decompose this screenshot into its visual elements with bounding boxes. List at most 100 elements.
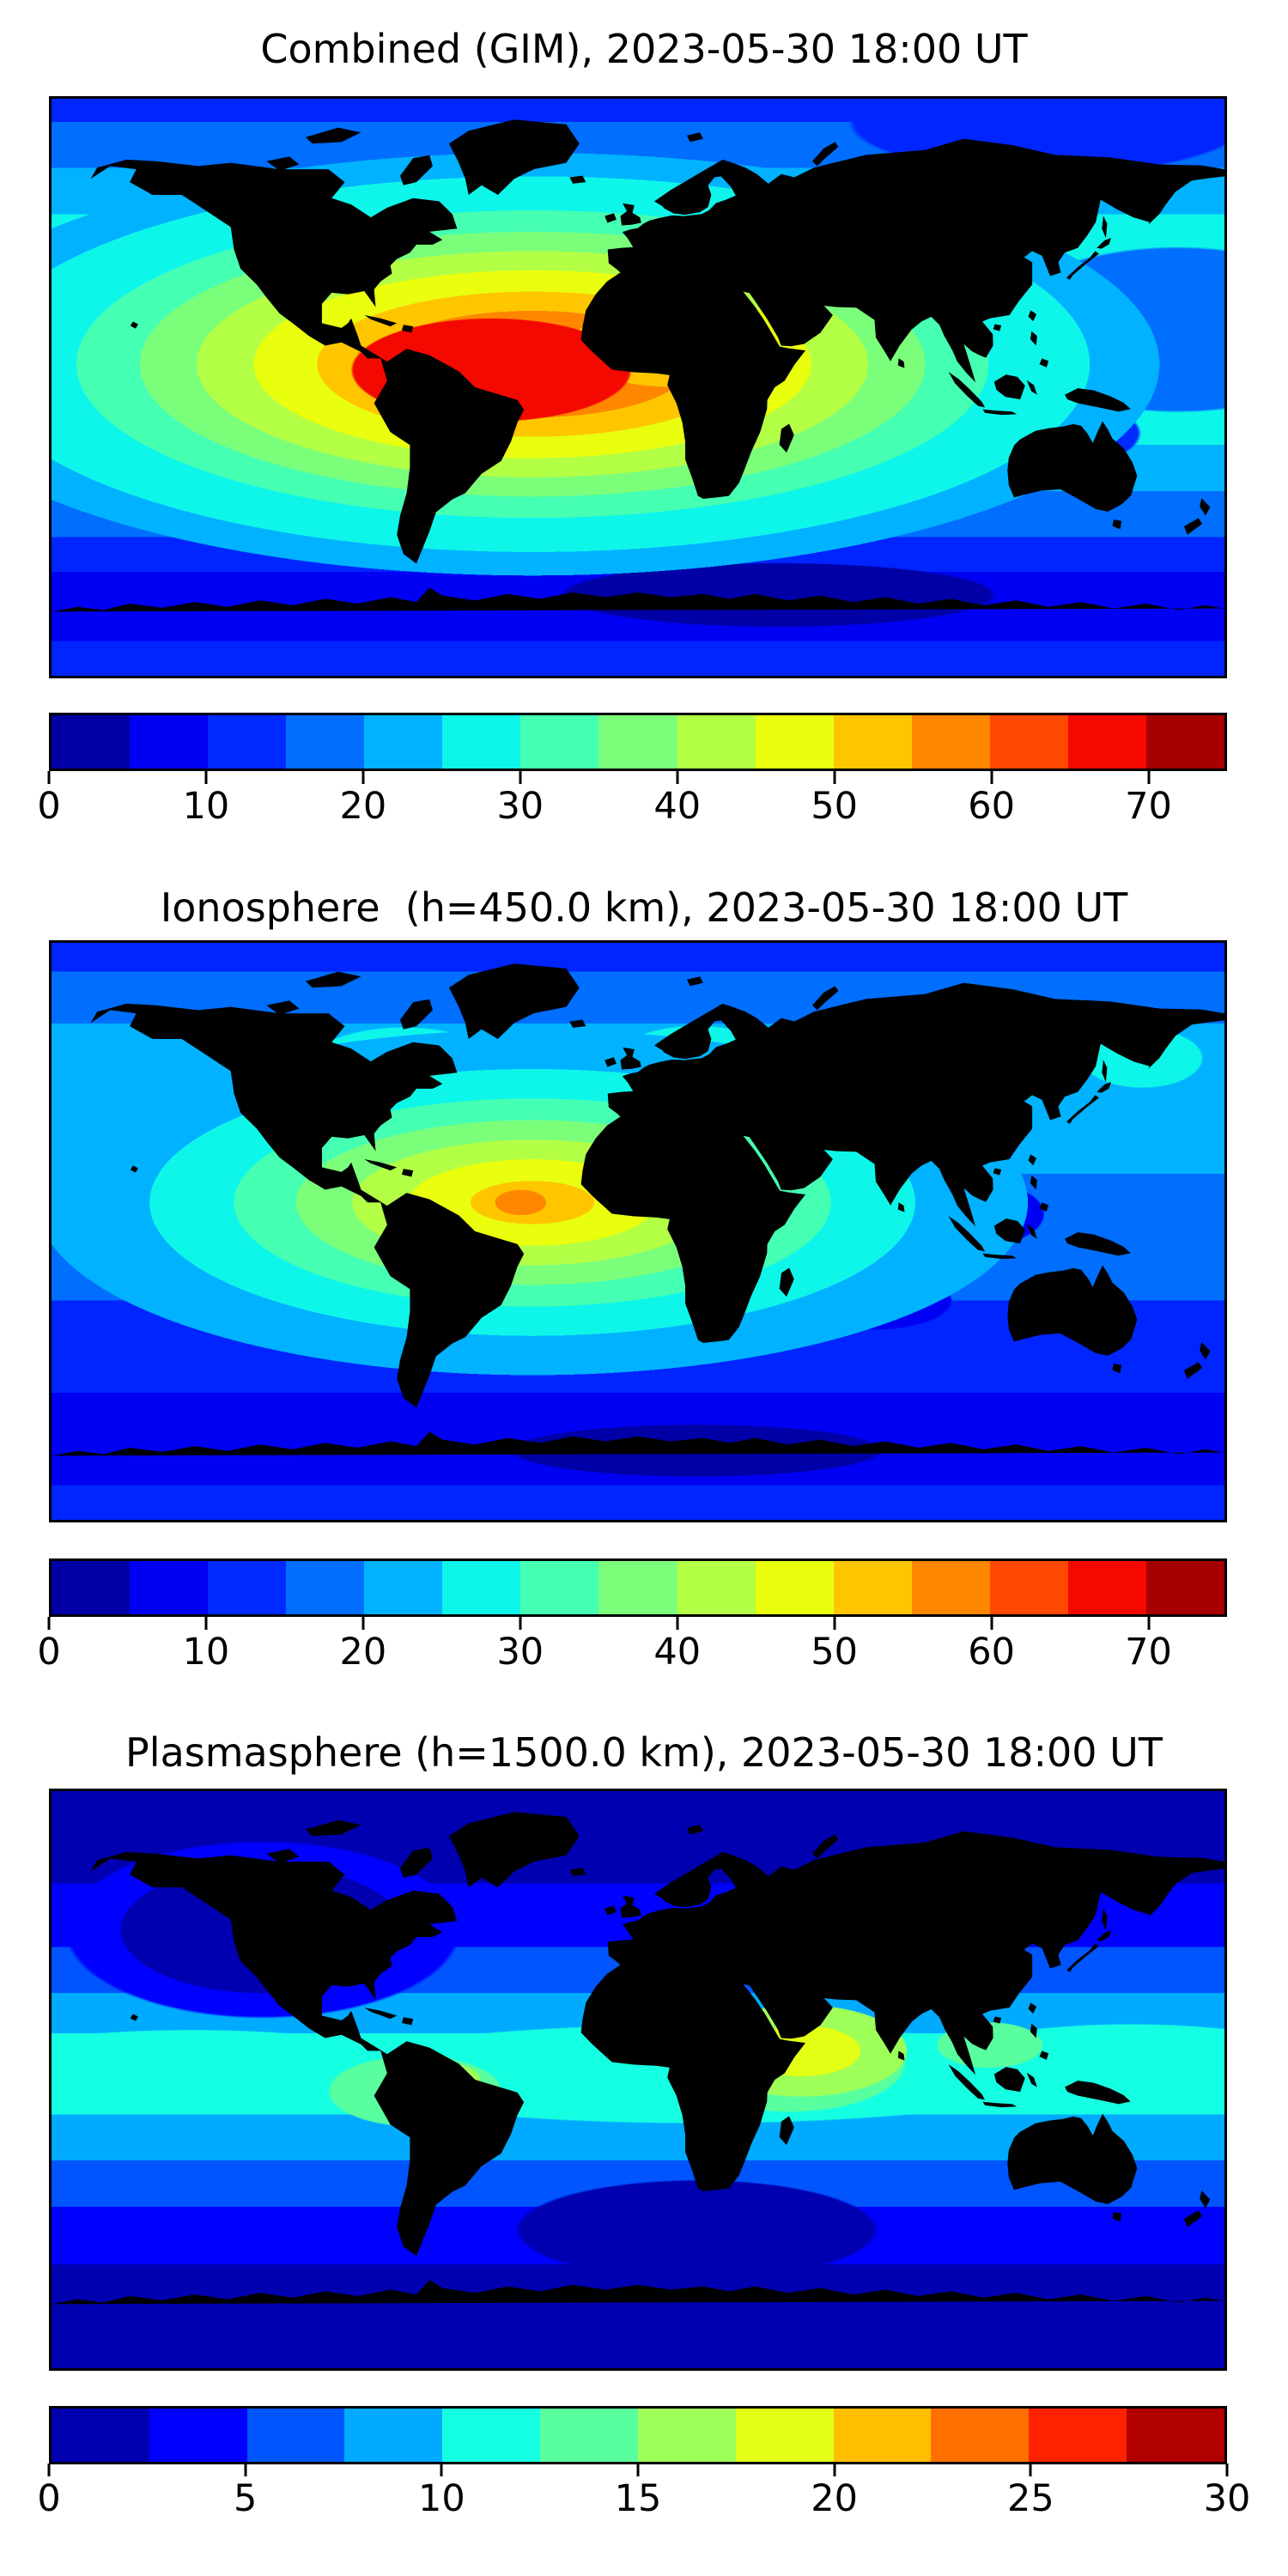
colorbar-segment xyxy=(1067,1561,1146,1614)
colorbar-tick-label: 30 xyxy=(496,1631,544,1674)
coastlines-overlay xyxy=(52,963,1224,1456)
colorbar-segment xyxy=(677,1561,756,1614)
colorbar-tick-label: 50 xyxy=(811,785,859,828)
colorbar-tick-label: 10 xyxy=(182,785,230,828)
colorbar-tick xyxy=(47,1617,51,1630)
colorbar-segment xyxy=(1145,715,1224,769)
colorbar-segment xyxy=(442,715,521,769)
colorbar-segment xyxy=(246,2409,345,2462)
colorbar-tick xyxy=(361,1617,365,1630)
colorbar-tick xyxy=(990,1617,993,1630)
colorbar-tick-label: 30 xyxy=(1203,2477,1251,2520)
colorbar-tick xyxy=(519,771,522,784)
colorbar-segment xyxy=(677,715,756,769)
panel-1-title: Combined (GIM), 2023-05-30 18:00 UT xyxy=(260,26,1028,72)
colorbar-tick-label: 20 xyxy=(339,1631,387,1674)
colorbar-segment xyxy=(520,1561,599,1614)
colorbar-segment xyxy=(130,715,209,769)
panel-2-title: Ionosphere (h=450.0 km), 2023-05-30 18:0… xyxy=(160,884,1128,931)
coastlines-overlay xyxy=(52,1812,1224,2305)
colorbar-segment xyxy=(286,1561,365,1614)
colorbar-segment xyxy=(52,1561,131,1614)
colorbar-tick xyxy=(204,771,208,784)
colorbar-segment xyxy=(52,2409,149,2462)
panel-3-title: Plasmasphere (h=1500.0 km), 2023-05-30 1… xyxy=(125,1729,1163,1776)
colorbar-tick xyxy=(361,771,365,784)
colorbar-tick-label: 60 xyxy=(968,785,1015,828)
colorbar-tick xyxy=(833,771,836,784)
colorbar-segment xyxy=(208,715,287,769)
colorbar-segment xyxy=(598,1561,677,1614)
combined-gim-map xyxy=(49,96,1227,678)
colorbar-tick xyxy=(244,2464,247,2476)
colorbar-tick-label: 40 xyxy=(653,1631,702,1674)
colorbar-tick-label: 25 xyxy=(1006,2477,1054,2520)
colorbar-segment xyxy=(130,1561,209,1614)
colorbar-segment xyxy=(1145,1561,1224,1614)
colorbar-segment xyxy=(442,2409,541,2462)
colorbar-segment xyxy=(1029,2409,1127,2462)
colorbar-segment xyxy=(989,715,1068,769)
colorbar-tick xyxy=(1029,2464,1032,2476)
colorbar-segment xyxy=(364,715,443,769)
colorbar-segment xyxy=(598,715,677,769)
plasmasphere-colorbar xyxy=(49,2406,1227,2464)
colorbar-tick-label: 40 xyxy=(653,785,702,828)
colorbar-tick xyxy=(1147,771,1151,784)
colorbar-tick xyxy=(676,1617,679,1630)
colorbar-segment xyxy=(442,1561,521,1614)
colorbar-tick-label: 0 xyxy=(37,785,61,828)
colorbar-segment xyxy=(540,2409,638,2462)
combined-colorbar-ticks: 0 10 20 30 40 50 60 70 xyxy=(37,771,1227,840)
colorbar-tick-label: 70 xyxy=(1125,1631,1172,1674)
combined-colorbar xyxy=(49,713,1227,771)
colorbar-segment xyxy=(149,2409,247,2462)
colorbar-segment xyxy=(931,2409,1030,2462)
plasmasphere-colorbar-ticks: 0 5 10 15 20 25 30 xyxy=(37,2464,1250,2532)
colorbar-tick-label: 30 xyxy=(496,785,544,828)
colorbar-tick-label: 20 xyxy=(339,785,387,828)
colorbar-tick xyxy=(47,2464,51,2476)
colorbar-tick xyxy=(519,1617,522,1630)
colorbar-segment xyxy=(1127,2409,1224,2462)
colorbar-tick-label: 0 xyxy=(37,2477,61,2520)
colorbar-tick-label: 60 xyxy=(968,1631,1015,1674)
colorbar-segment xyxy=(911,715,990,769)
colorbar-tick xyxy=(1225,2464,1229,2476)
colorbar-segment xyxy=(833,2409,932,2462)
colorbar-tick xyxy=(1147,1617,1151,1630)
colorbar-tick-label: 10 xyxy=(182,1631,230,1674)
colorbar-segment xyxy=(911,1561,990,1614)
colorbar-segment xyxy=(833,1561,912,1614)
colorbar-tick-label: 5 xyxy=(233,2477,258,2520)
colorbar-tick xyxy=(47,771,51,784)
ionosphere-colorbar-ticks: 0 10 20 30 40 50 60 70 xyxy=(37,1617,1227,1686)
colorbar-tick xyxy=(636,2464,640,2476)
colorbar-segment xyxy=(735,2409,834,2462)
ionosphere-map xyxy=(49,940,1227,1522)
colorbar-tick-label: 50 xyxy=(811,1631,859,1674)
colorbar-tick xyxy=(990,771,993,784)
colorbar-segment xyxy=(208,1561,287,1614)
colorbar-segment xyxy=(833,715,912,769)
colorbar-segment xyxy=(989,1561,1068,1614)
colorbar-segment xyxy=(637,2409,736,2462)
colorbar-tick-label: 20 xyxy=(811,2477,859,2520)
colorbar-segment xyxy=(52,715,131,769)
colorbar-tick xyxy=(676,771,679,784)
colorbar-tick xyxy=(833,2464,836,2476)
ionosphere-colorbar xyxy=(49,1558,1227,1617)
colorbar-segment xyxy=(520,715,599,769)
colorbar-segment xyxy=(1067,715,1146,769)
colorbar-tick xyxy=(833,1617,836,1630)
colorbar-tick-label: 70 xyxy=(1125,785,1172,828)
colorbar-segment xyxy=(286,715,365,769)
colorbar-tick xyxy=(440,2464,443,2476)
colorbar-segment xyxy=(755,715,834,769)
plasmasphere-map xyxy=(49,1789,1227,2371)
colorbar-segment xyxy=(364,1561,443,1614)
colorbar-segment xyxy=(344,2409,443,2462)
colorbar-tick-label: 15 xyxy=(614,2477,662,2520)
colorbar-tick-label: 10 xyxy=(417,2477,465,2520)
